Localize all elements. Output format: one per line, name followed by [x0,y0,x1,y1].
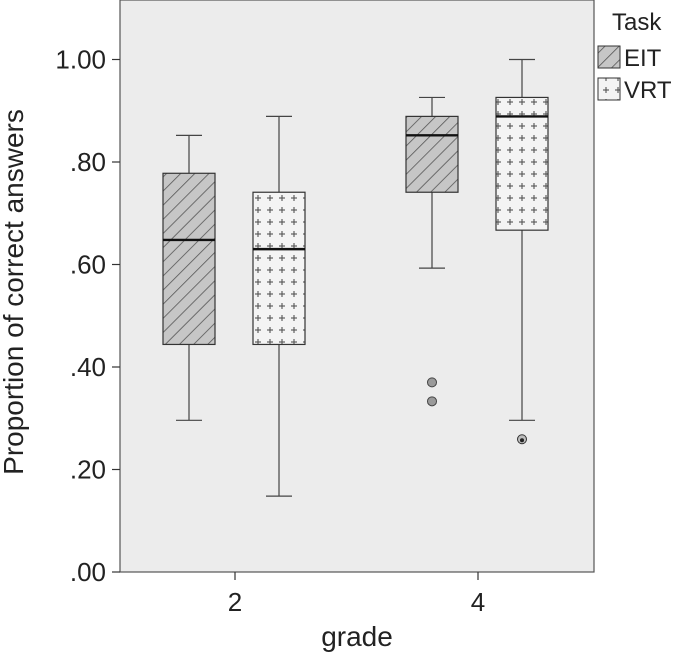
iqr-box [495,96,549,231]
iqr-box [252,191,306,346]
legend-swatch-vrt [597,77,621,101]
outlier-point [427,396,437,407]
y-tick-label: .80 [70,147,106,177]
x-axis-title: grade [321,621,393,652]
boxes-layer [162,58,549,497]
legend-title: Task [612,9,662,36]
iqr-box [162,172,216,346]
y-tick-label: .60 [70,250,106,280]
box-vrt-grade-2 [252,115,306,497]
box-vrt-grade-4 [495,58,549,445]
box-eit-grade-2 [162,134,216,421]
y-axis-title: Proportion of correct answers [0,109,29,475]
legend: Task EIT VRT [597,9,672,104]
y-tick-label: 1.00 [55,45,106,75]
x-tick-label: 2 [228,587,242,617]
y-tick-label: .20 [70,455,106,485]
iqr-box [405,115,459,193]
box-eit-grade-4 [405,96,459,407]
outlier-point [427,377,437,388]
x-tick-label: 4 [471,587,485,617]
legend-swatch-eit [597,45,621,69]
legend-label-eit: EIT [624,45,662,72]
extreme-point-marker [520,438,524,443]
y-tick-label: .40 [70,352,106,382]
y-axis: .00 .20 .40 .60 .80 1.00 [55,45,120,587]
y-tick-label: .00 [70,557,106,587]
legend-label-vrt: VRT [624,77,672,104]
